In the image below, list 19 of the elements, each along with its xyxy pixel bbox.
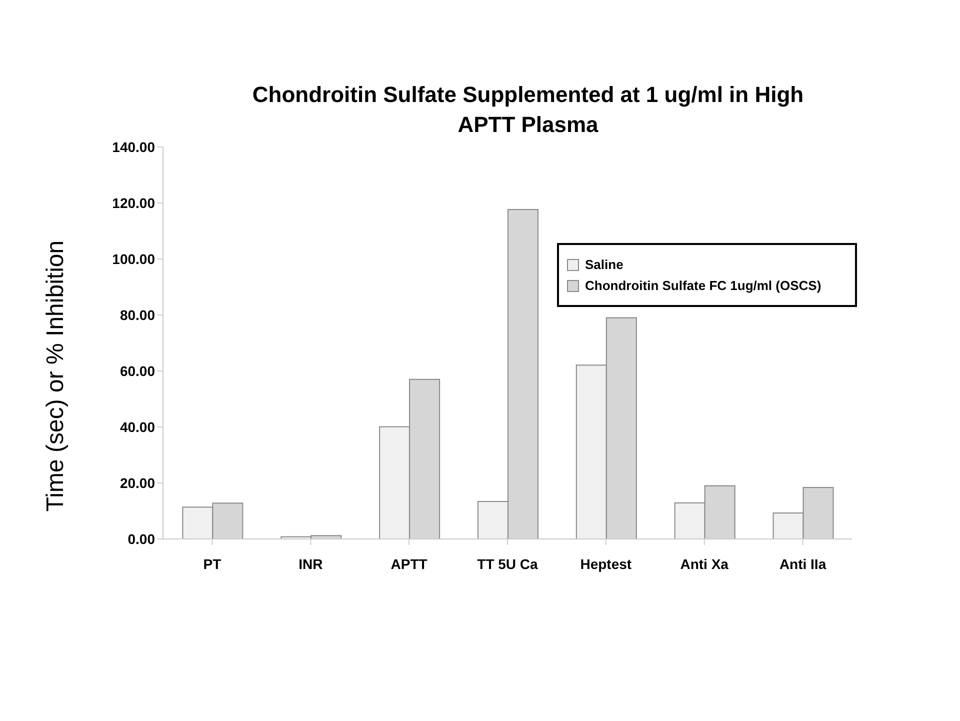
legend-label: Saline <box>585 257 624 272</box>
y-axis-title: Time (sec) or % Inhibition <box>42 240 70 512</box>
y-tick-label: 20.00 <box>120 474 156 491</box>
y-tick-label: 40.00 <box>120 418 156 435</box>
x-tick-label: TT 5U Ca <box>477 556 538 572</box>
x-tick-label: PT <box>203 556 222 572</box>
legend-label: Chondroitin Sulfate FC 1ug/ml (OSCS) <box>585 278 822 293</box>
chart-title: Chondroitin Sulfate Supplemented at 1 ug/ml in High APTT Plasma <box>251 81 805 139</box>
x-tick-label: Heptest <box>580 556 632 572</box>
y-tick-label: 120.00 <box>112 194 156 211</box>
x-tick-label: Anti IIa <box>779 556 826 572</box>
y-tick-label: 100.00 <box>112 250 156 267</box>
y-tick-label: 60.00 <box>120 362 156 379</box>
y-tick-label: 140.00 <box>112 138 156 155</box>
y-tick-label: 80.00 <box>120 306 156 323</box>
x-tick-label: APTT <box>390 556 428 572</box>
x-tick-label: INR <box>298 556 323 572</box>
y-tick-label: 0.00 <box>128 530 156 547</box>
x-tick-label: Anti Xa <box>680 556 729 572</box>
